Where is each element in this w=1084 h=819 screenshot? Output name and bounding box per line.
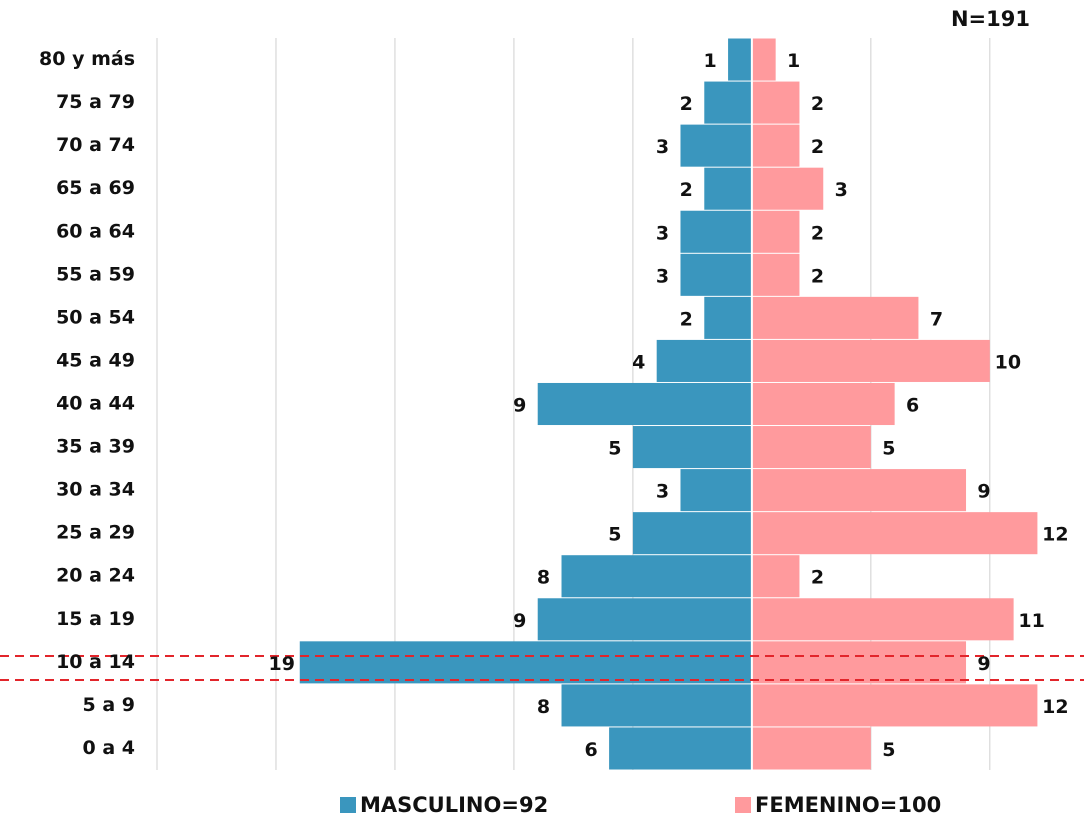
sample-size: N=191 bbox=[951, 7, 1030, 31]
bar bbox=[751, 555, 800, 598]
bar bbox=[537, 598, 752, 641]
bar bbox=[751, 512, 1038, 555]
labels: 80 y más 1 175 a 79 2 270 a 74 3 265 a 69 2 360 … bbox=[39, 48, 1069, 817]
bar bbox=[751, 210, 800, 253]
value-label: 2 bbox=[811, 136, 824, 158]
value-label: 12 bbox=[1042, 524, 1068, 546]
bar bbox=[751, 339, 990, 382]
value-label: 9 bbox=[977, 653, 990, 675]
category-label: 50 a 54 bbox=[56, 306, 135, 328]
bar bbox=[632, 512, 752, 555]
category-label: 10 a 14 bbox=[56, 651, 135, 673]
value-label: 3 bbox=[835, 179, 848, 201]
bar bbox=[751, 167, 824, 210]
category-label: 30 a 34 bbox=[56, 479, 135, 501]
value-label: 9 bbox=[977, 481, 990, 503]
value-label: 11 bbox=[1018, 610, 1044, 632]
bar bbox=[728, 38, 752, 81]
category-label: 60 a 64 bbox=[56, 220, 135, 242]
value-label: 3 bbox=[656, 481, 669, 503]
value-label: 9 bbox=[513, 610, 526, 632]
category-label: 80 y más bbox=[39, 48, 135, 70]
bar bbox=[751, 469, 967, 512]
bars bbox=[299, 38, 1038, 770]
value-label: 9 bbox=[513, 395, 526, 417]
category-label: 25 a 29 bbox=[56, 522, 135, 544]
bar bbox=[656, 339, 752, 382]
bar bbox=[751, 81, 800, 124]
category-label: 5 a 9 bbox=[83, 694, 136, 716]
bar bbox=[751, 641, 967, 684]
category-label: 75 a 79 bbox=[56, 91, 135, 113]
bar bbox=[561, 555, 752, 598]
value-label: 5 bbox=[608, 524, 621, 546]
legend-swatch bbox=[340, 797, 356, 813]
value-label: 19 bbox=[269, 653, 295, 675]
bar bbox=[751, 684, 1038, 727]
bar bbox=[751, 253, 800, 296]
category-label: 0 a 4 bbox=[83, 737, 136, 759]
bar bbox=[537, 382, 752, 426]
value-label: 10 bbox=[995, 351, 1021, 373]
category-label: 15 a 19 bbox=[56, 608, 135, 630]
value-label: 5 bbox=[882, 739, 895, 761]
bar bbox=[680, 210, 752, 253]
value-label: 5 bbox=[882, 438, 895, 460]
bar bbox=[751, 382, 895, 426]
bar bbox=[609, 727, 752, 770]
bar bbox=[751, 426, 871, 469]
legend-label: FEMENINO=100 bbox=[755, 793, 941, 817]
value-label: 2 bbox=[811, 567, 824, 589]
bar bbox=[751, 38, 776, 81]
category-label: 70 a 74 bbox=[56, 134, 135, 156]
bar bbox=[680, 124, 752, 167]
legend-swatch bbox=[735, 797, 751, 813]
value-label: 12 bbox=[1042, 696, 1068, 718]
value-label: 2 bbox=[811, 222, 824, 244]
bar bbox=[680, 469, 752, 512]
bar bbox=[704, 81, 752, 124]
value-label: 1 bbox=[787, 50, 800, 72]
bar bbox=[751, 598, 1014, 641]
value-label: 3 bbox=[656, 265, 669, 287]
legend-label: MASCULINO=92 bbox=[360, 793, 548, 817]
value-label: 1 bbox=[703, 50, 716, 72]
bar bbox=[704, 296, 752, 339]
category-label: 35 a 39 bbox=[56, 436, 135, 458]
bar bbox=[680, 253, 752, 296]
value-label: 7 bbox=[930, 308, 943, 330]
bar bbox=[751, 727, 871, 770]
value-label: 8 bbox=[537, 696, 550, 718]
value-label: 3 bbox=[656, 136, 669, 158]
category-label: 40 a 44 bbox=[56, 393, 135, 415]
category-label: 65 a 69 bbox=[56, 177, 135, 199]
value-label: 2 bbox=[811, 93, 824, 115]
bar bbox=[561, 684, 752, 727]
bar bbox=[704, 167, 752, 210]
category-label: 20 a 24 bbox=[56, 565, 135, 587]
value-label: 5 bbox=[608, 438, 621, 460]
category-label: 55 a 59 bbox=[56, 263, 135, 285]
value-label: 2 bbox=[811, 265, 824, 287]
value-label: 6 bbox=[906, 395, 919, 417]
value-label: 2 bbox=[680, 308, 693, 330]
value-label: 8 bbox=[537, 567, 550, 589]
value-label: 6 bbox=[584, 739, 597, 761]
category-label: 45 a 49 bbox=[56, 349, 135, 371]
bar bbox=[632, 426, 752, 469]
value-label: 3 bbox=[656, 222, 669, 244]
bar bbox=[299, 641, 752, 684]
value-label: 2 bbox=[680, 179, 693, 201]
bar bbox=[751, 124, 800, 167]
value-label: 2 bbox=[680, 93, 693, 115]
bar bbox=[751, 296, 919, 339]
value-label: 4 bbox=[632, 351, 645, 373]
